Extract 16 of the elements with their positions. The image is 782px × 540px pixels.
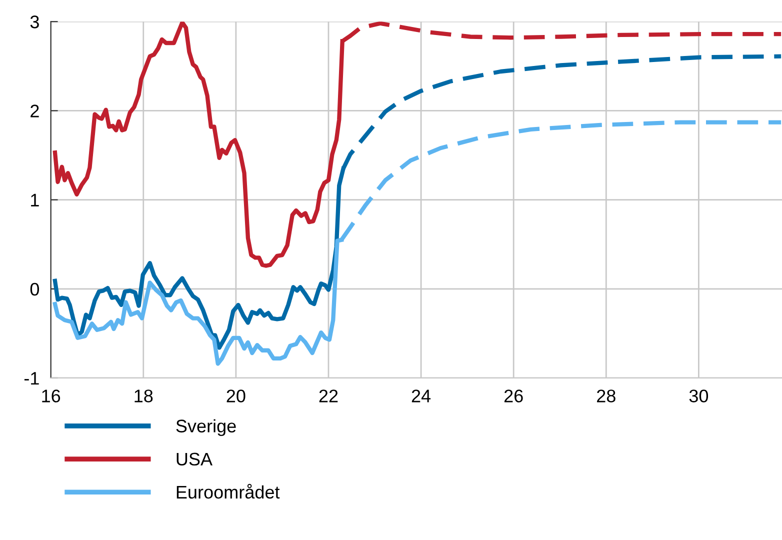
y-tick-label: 1 (31, 194, 39, 206)
legend-label: Sverige (176, 419, 236, 436)
x-tick-label: 26 (504, 390, 523, 402)
x-tick-label: 30 (689, 390, 708, 402)
y-tick-label: -1 (24, 372, 39, 385)
x-tick-label: 16 (42, 390, 60, 402)
y-tick-label: 2 (30, 104, 39, 118)
x-tick-label: 18 (134, 390, 153, 402)
y-tick-label: 0 (30, 282, 40, 296)
legend-label: Euroområdet (176, 484, 280, 499)
y-tick-label: 3 (30, 16, 39, 28)
x-tick-label: 24 (412, 390, 431, 402)
x-tick-label: 20 (226, 390, 246, 402)
legend-label: USA (176, 452, 212, 466)
x-tick-label: 28 (597, 390, 616, 402)
x-tick-label: 22 (319, 390, 338, 402)
